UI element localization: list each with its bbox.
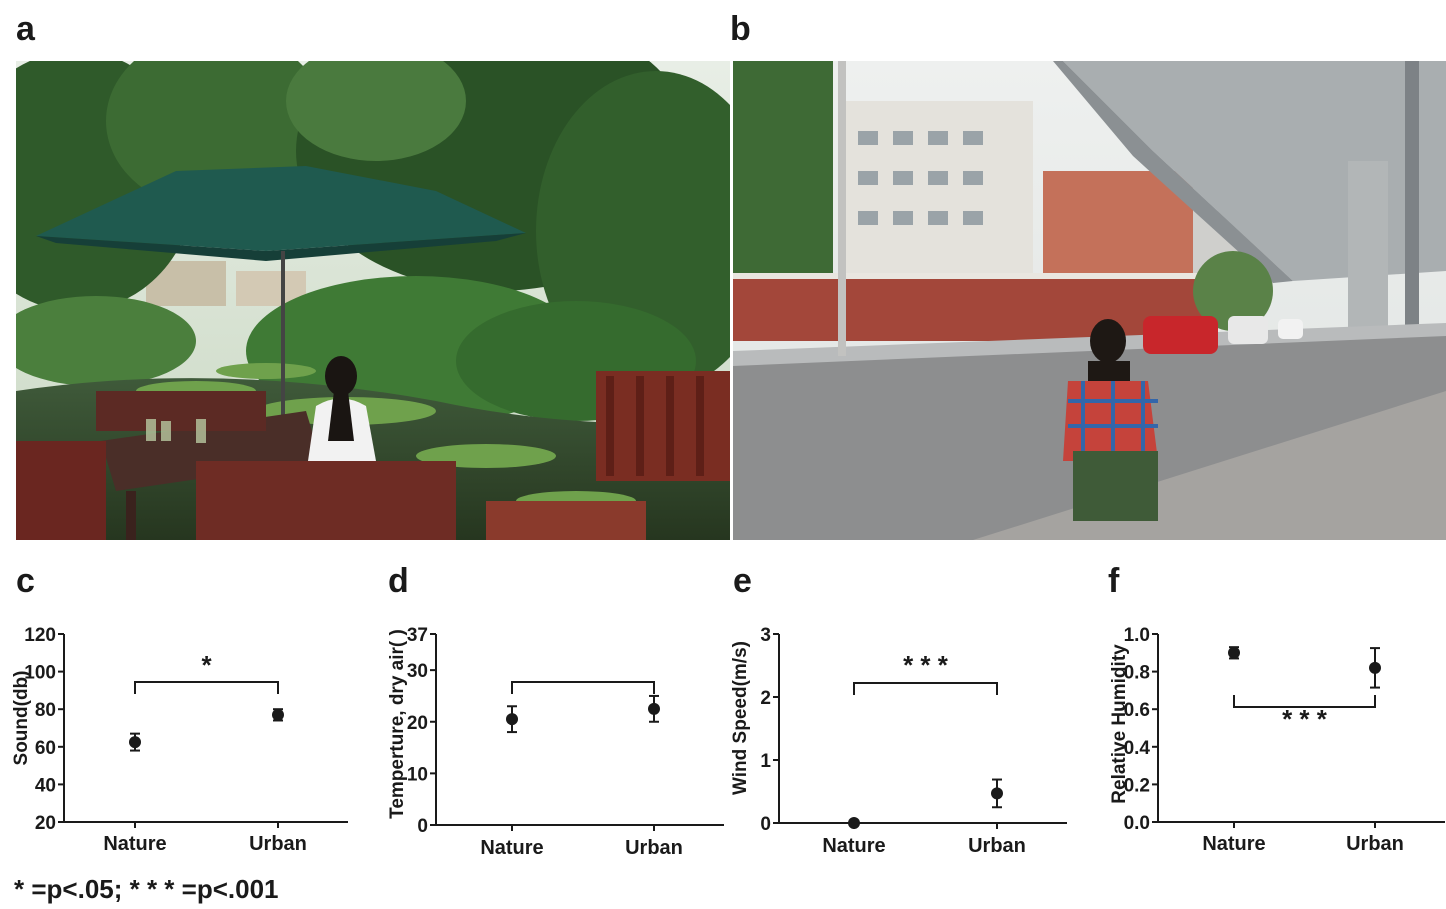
panel-letter-b: b (730, 10, 751, 48)
chart-c: 20 40 60 80 100 120 Nature Urban Sound(db) * (11, 625, 348, 855)
y-tick-label: 0.8 (1124, 663, 1150, 684)
y-tick-label: 80 (35, 700, 56, 721)
y-tick-label: 1 (760, 751, 771, 772)
x-category-label: Urban (249, 833, 307, 855)
y-tick-label: 3 (760, 625, 771, 646)
panel-letter-e: e (733, 562, 752, 600)
chart-e: 0 1 2 3 Nature Urban Wind Speed(m/s) * * * (730, 625, 1067, 857)
y-tick-label: 20 (35, 813, 56, 834)
panel-letter-a: a (16, 10, 35, 48)
data-point-nature (506, 713, 518, 726)
garden-illustration (16, 61, 730, 540)
data-point-nature (1228, 646, 1240, 659)
photo-nature-garden (16, 61, 730, 540)
y-axis-label: Wind Speed(m/s) (730, 641, 751, 795)
y-tick-label: 0 (760, 814, 771, 835)
significance-bracket (853, 682, 998, 695)
significance-bracket (134, 681, 279, 694)
x-category-label: Urban (968, 835, 1026, 857)
y-tick-label: 120 (24, 625, 56, 646)
y-axis-label: Sound(db) (11, 671, 32, 766)
urban-illustration (733, 61, 1446, 540)
y-tick-label: 100 (24, 663, 56, 684)
x-category-label: Nature (822, 835, 885, 857)
y-tick-label: 0 (417, 816, 428, 837)
y-tick-label: 0.4 (1124, 738, 1151, 759)
significance-bracket (511, 681, 655, 694)
y-tick-label: 10 (407, 764, 428, 785)
data-point-nature (129, 736, 141, 749)
x-category-label: Nature (480, 837, 543, 859)
x-category-label: Nature (103, 833, 166, 855)
data-point-nature (848, 817, 860, 829)
significance-label: * * * (903, 650, 949, 680)
y-tick-label: 20 (407, 713, 428, 734)
y-tick-label: 40 (35, 775, 56, 796)
y-axis-label: Temperture, dry air( ) (387, 629, 408, 819)
y-tick-label: 0.6 (1124, 700, 1150, 721)
data-point-urban (991, 787, 1003, 800)
y-tick-label: 1.0 (1124, 625, 1150, 646)
x-category-label: Urban (1346, 833, 1404, 855)
y-tick-label: 30 (407, 661, 428, 682)
significance-legend: * =p<.05; * * * =p<.001 (14, 874, 279, 904)
data-point-urban (648, 702, 660, 715)
significance-bracket (1233, 695, 1376, 708)
panel-letter-d: d (388, 562, 409, 600)
chart-d: 0 10 20 30 37 Nature Urban Temperture, dry air(… (387, 625, 724, 859)
y-tick-label: 2 (760, 688, 771, 709)
data-point-urban (1369, 661, 1381, 674)
data-point-urban (272, 708, 284, 721)
significance-label: * * * (1282, 704, 1328, 734)
y-axis-label: Relative Humidity (1109, 644, 1130, 804)
significance-label: * (201, 650, 212, 680)
y-tick-label: 37 (407, 625, 428, 646)
y-tick-label: 0.0 (1124, 813, 1150, 834)
y-tick-label: 0.2 (1124, 775, 1150, 796)
panel-letter-f: f (1108, 562, 1120, 600)
x-category-label: Urban (625, 837, 683, 859)
chart-f: 0.0 0.2 0.4 0.6 0.8 1.0 Nature Urban Relative Hu… (1109, 625, 1445, 855)
y-tick-label: 60 (35, 738, 56, 759)
panel-letter-c: c (16, 562, 35, 600)
photo-urban-road (733, 61, 1446, 540)
x-category-label: Nature (1202, 833, 1265, 855)
